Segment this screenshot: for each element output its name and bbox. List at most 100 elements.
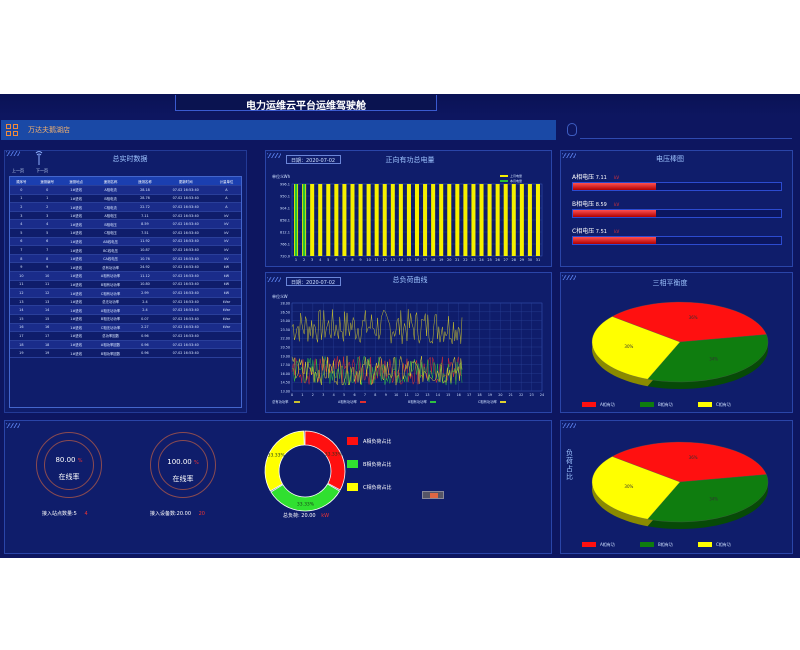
energy-bar (511, 184, 516, 256)
y-tick-label: 812.1 (280, 231, 290, 235)
site-count-label: 接入站点数量:5 (42, 511, 77, 517)
table-cell: 5 (32, 228, 62, 238)
x-tick-label: 1 (301, 393, 303, 397)
legend-swatch (640, 542, 654, 547)
table-cell: 16 (10, 323, 33, 333)
table-row[interactable]: 4 4 1#进线 B相电压 8.59 07-02 16:53:40 kV (10, 219, 241, 230)
y-tick-label: 14.50 (281, 381, 290, 385)
table-row[interactable]: 19 19 1#进线 B相功率因数 0.96 07-02 16:53:40 (10, 348, 241, 358)
top-right-rule (580, 138, 792, 139)
table-row[interactable]: 16 16 1#进线 C相无功功率 2.27 07-02 16:53:40 kVar (10, 323, 241, 333)
table-row[interactable]: 9 9 1#进线 总有功功率 24.92 07-02 16:53:40 kW (10, 262, 241, 273)
table-cell: 07-02 16:53:40 (159, 228, 212, 238)
table-row[interactable]: 3 3 1#进线 A相电压 7.11 07-02 16:53:40 kV (10, 211, 241, 221)
online-gauge-2-inner (158, 440, 208, 490)
table-cell: 2.99 (130, 288, 160, 298)
table-cell: kW (211, 288, 241, 298)
prev-page-link[interactable]: 上一页 (12, 168, 24, 173)
next-page-link[interactable]: 下一页 (36, 168, 48, 173)
table-cell: kW (211, 271, 241, 281)
table-cell: 总无功功率 (90, 297, 131, 307)
fingerprint-icon[interactable] (567, 123, 577, 136)
table-row[interactable]: 1 1 1#进线 B相电流 28.76 07-02 16:53:40 A (10, 194, 241, 204)
pie-slice (611, 301, 767, 343)
legend-label: C相有功 (716, 541, 731, 547)
col-header[interactable]: 计量单位 (211, 177, 241, 187)
table-row[interactable]: 13 13 1#进线 总无功功率 2.4 07-02 16:53:40 kVar (10, 297, 241, 307)
device-count-value: 20 (198, 511, 205, 517)
col-header[interactable]: 更新时间 (159, 177, 212, 187)
energy-bar (334, 184, 339, 256)
table-row[interactable]: 11 11 1#进线 B相有功功率 10.80 07-02 16:53:40 kW (10, 280, 241, 290)
energy-bar (431, 184, 436, 256)
store-name[interactable]: 万达夫鹅湖店 (28, 126, 70, 134)
table-row[interactable]: 12 12 1#进线 C相有功功率 2.99 07-02 16:53:40 kW (10, 288, 241, 298)
table-cell: 1#进线 (61, 185, 91, 195)
table-row[interactable]: 0 0 1#进线 A相电流 28.18 07-02 16:53:40 A (10, 185, 241, 195)
table-cell: A相电流 (90, 185, 131, 195)
table-cell: 0 (32, 185, 62, 195)
online-rate-2: 100.00 % (150, 458, 216, 466)
col-header[interactable]: 遥测名称 (90, 177, 131, 187)
loadratio-title: 负荷占比 (566, 449, 573, 481)
table-cell: 07-02 16:53:40 (159, 202, 212, 212)
y-tick-label: 20.50 (281, 346, 290, 350)
table-cell: C相无功功率 (90, 323, 131, 333)
legend-swatch (582, 542, 596, 547)
x-tick-label: 21 (509, 393, 513, 397)
table-row[interactable]: 8 8 1#进线 CA线电压 10.76 07-02 16:53:40 kV (10, 254, 241, 264)
table-row[interactable]: 15 15 1#进线 B相无功功率 0.07 07-02 16:53:40 kVar (10, 314, 241, 324)
legend-label: A相负荷占比 (363, 439, 392, 445)
table-row[interactable]: 6 6 1#进线 AB线电压 11.92 07-02 16:53:40 kV (10, 237, 241, 247)
x-tick-label: 13 (391, 258, 395, 262)
legend-label: B相有功功率 (408, 399, 427, 404)
x-tick-label: 18 (431, 258, 435, 262)
energy-date[interactable]: 日期：2020-07-02 (286, 155, 341, 164)
pie-label: 36% (689, 455, 698, 460)
col-header[interactable]: 遥测编号 (32, 177, 62, 187)
voltage-name: C相电压 (572, 228, 595, 235)
table-cell: 1#进线 (61, 262, 91, 273)
table-cell: 12 (32, 288, 62, 298)
table-cell: BC线电压 (90, 245, 131, 255)
table-row[interactable]: 2 2 1#进线 C相电流 22.72 07-02 16:53:40 A (10, 202, 241, 212)
x-tick-label: 15 (446, 393, 450, 397)
x-tick-label: 12 (383, 258, 387, 262)
energy-bar (423, 184, 428, 256)
energy-bar (495, 184, 500, 256)
table-cell: kVar (211, 297, 241, 307)
col-header[interactable]: 遥测名称 (130, 177, 160, 187)
grid-menu-icon[interactable] (6, 124, 18, 136)
legend-label: 总有功功率 (272, 399, 289, 404)
table-cell: 9 (32, 262, 62, 273)
table-cell: 1#进线 (61, 348, 91, 358)
load-date[interactable]: 日期：2020-07-02 (286, 277, 341, 286)
table-row[interactable]: 5 5 1#进线 C相电压 7.51 07-02 16:53:40 kV (10, 228, 241, 238)
table-cell: 0.96 (130, 340, 160, 350)
panel-hatch (562, 153, 576, 158)
load-series-line (291, 355, 463, 386)
table-cell: 1#进线 (61, 297, 91, 307)
table-cell: 13 (32, 297, 62, 307)
table-cell: 15 (10, 314, 33, 324)
table-row[interactable]: 17 17 1#进线 总功率因数 0.96 07-02 16:53:40 (10, 331, 241, 341)
table-cell: 5 (10, 228, 33, 238)
table-row[interactable]: 10 10 1#进线 A相有功功率 11.12 07-02 16:53:40 kW (10, 271, 241, 281)
legend-label: B相有功 (658, 401, 673, 407)
energy-bar (382, 184, 387, 256)
x-tick-label: 29 (520, 258, 524, 262)
donut-slice (270, 483, 341, 512)
x-tick-label: 4 (333, 393, 335, 397)
col-header[interactable]: 遥测地点 (61, 177, 91, 187)
y-tick-label: 766.1 (280, 243, 290, 247)
table-row[interactable]: 7 7 1#进线 BC线电压 10.87 07-02 16:53:40 kV (10, 245, 241, 255)
table-row[interactable]: 18 18 1#进线 A相功率因数 0.96 07-02 16:53:40 (10, 340, 241, 350)
col-header[interactable]: 顺序号 (10, 177, 33, 187)
table-cell: A (211, 185, 241, 195)
device-count-label: 接入设备数:20.00 (150, 511, 191, 517)
donut-label: 33.33% (297, 501, 315, 507)
x-tick-label: 7 (364, 393, 366, 397)
table-cell: 11.12 (130, 271, 160, 281)
table-row[interactable]: 14 14 1#进线 A相无功功率 2.4 07-02 16:53:40 kVar (10, 305, 241, 315)
export-icon[interactable] (422, 491, 444, 499)
